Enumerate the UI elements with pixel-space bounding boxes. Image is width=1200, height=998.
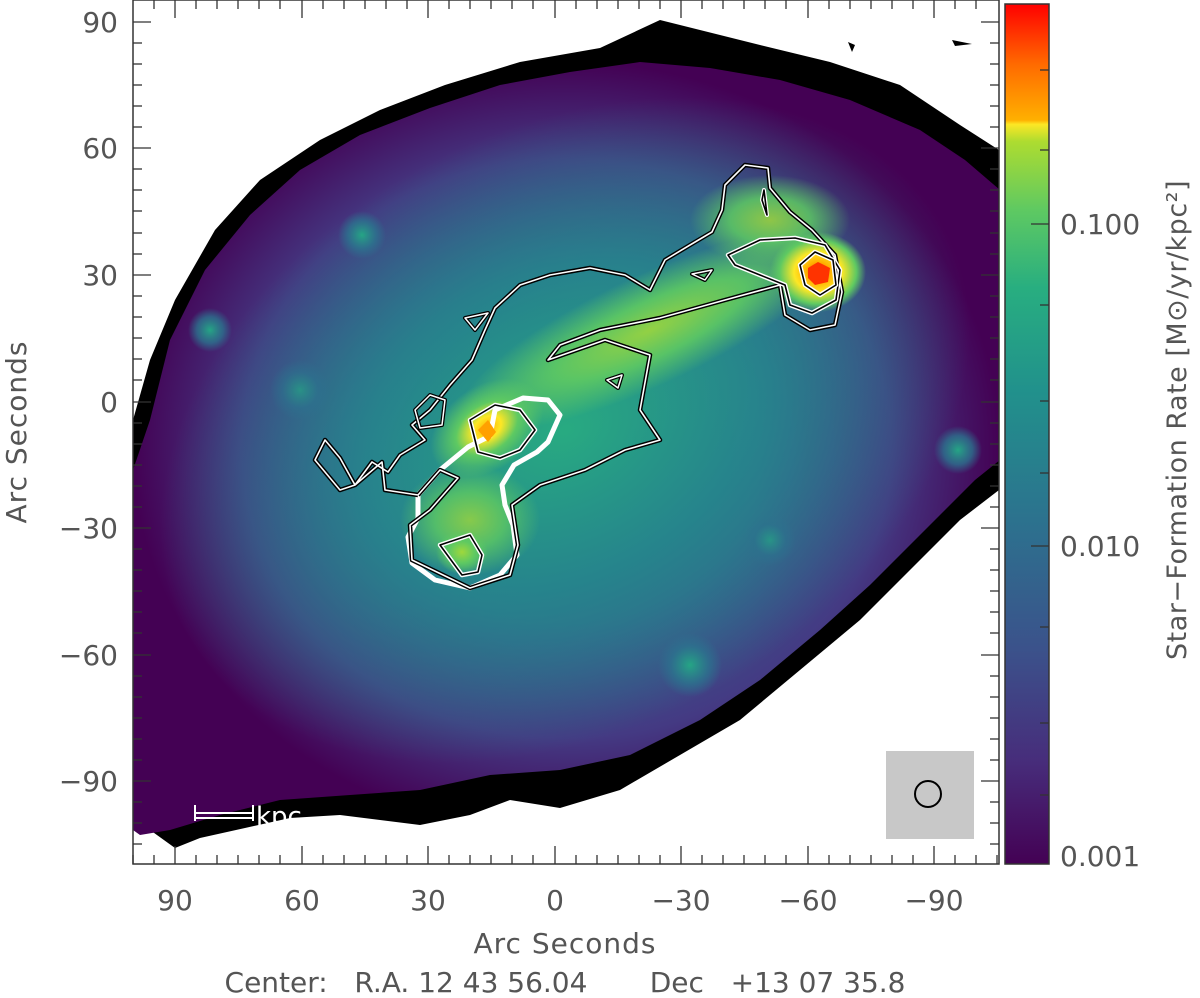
y-tick-label: 30 bbox=[82, 259, 118, 292]
contour-loop bbox=[606, 374, 623, 389]
kpc-scale-bar: kpc bbox=[194, 802, 302, 832]
x-tick-labels: 90 60 30 0 −30 −60 −90 bbox=[157, 884, 963, 917]
hii-spot bbox=[744, 514, 796, 566]
peak-core bbox=[808, 262, 830, 285]
contour-loop bbox=[464, 312, 489, 331]
x-axis-label: Arc Seconds bbox=[474, 927, 657, 960]
x-tick-label: 0 bbox=[546, 884, 564, 917]
contour-inner bbox=[469, 404, 536, 459]
contour-inner bbox=[799, 251, 837, 296]
hii-spot bbox=[188, 308, 232, 352]
colorbar-label: Star−Formation Rate [M⊙/yr/kpc²] bbox=[1162, 180, 1193, 660]
map-noise-speck bbox=[848, 42, 855, 52]
map-noise-speck bbox=[952, 40, 972, 46]
contour-inner bbox=[439, 534, 483, 576]
x-tick-label: 30 bbox=[410, 884, 446, 917]
axis-ticks bbox=[132, 0, 999, 864]
y-tick-labels: 90 60 30 0 −30 −60 −90 bbox=[59, 6, 118, 798]
contour-inner bbox=[761, 189, 768, 216]
colorbar-frame bbox=[1004, 3, 1050, 865]
beam-indicator bbox=[886, 751, 974, 839]
sfr-map bbox=[133, 0, 999, 864]
ridge-emission bbox=[458, 228, 842, 432]
hii-spot bbox=[270, 360, 330, 420]
contour-loop bbox=[414, 394, 446, 429]
colorbar-tick-labels: 0.001 0.010 0.100 bbox=[1060, 208, 1140, 873]
x-tick-label: −90 bbox=[904, 884, 963, 917]
beam-circle bbox=[914, 780, 942, 808]
contour-loop bbox=[691, 269, 713, 281]
x-tick-label: −30 bbox=[651, 884, 710, 917]
plot-frame bbox=[132, 0, 1000, 865]
y-tick-label: −90 bbox=[59, 765, 118, 798]
colorbar-tick-label: 0.001 bbox=[1060, 840, 1140, 873]
colorbar-tick-label: 0.010 bbox=[1060, 530, 1140, 563]
y-tick-label: −60 bbox=[59, 639, 118, 672]
y-axis-label: Arc Seconds bbox=[0, 341, 33, 524]
kpc-scale-label: kpc bbox=[256, 802, 302, 832]
x-tick-label: 60 bbox=[284, 884, 320, 917]
y-tick-label: −30 bbox=[59, 512, 118, 545]
colorbar-ticks bbox=[1031, 69, 1049, 796]
colorbar: 0.001 0.010 0.100 Star−Formation Rate [M… bbox=[1004, 3, 1193, 873]
map-noise-speck bbox=[672, 38, 690, 50]
hii-spot bbox=[338, 211, 386, 259]
y-tick-label: 60 bbox=[82, 132, 118, 165]
contour-outer bbox=[314, 164, 843, 589]
y-tick-label: 90 bbox=[82, 6, 118, 39]
x-tick-label: 90 bbox=[157, 884, 193, 917]
y-tick-label: 0 bbox=[100, 386, 118, 419]
contour-inner bbox=[727, 237, 841, 314]
center-coordinates: Center: R.A. 12 43 56.04 Dec +13 07 35.8 bbox=[225, 966, 906, 994]
hii-spot bbox=[934, 426, 982, 474]
sfr-contours bbox=[312, 162, 845, 591]
peak-core bbox=[478, 420, 496, 442]
contour-line bbox=[405, 395, 563, 591]
hii-spot bbox=[658, 633, 722, 697]
colorbar-tick-label: 0.100 bbox=[1060, 208, 1140, 241]
x-tick-label: −60 bbox=[778, 884, 837, 917]
colorbar-gradient bbox=[1005, 4, 1049, 864]
